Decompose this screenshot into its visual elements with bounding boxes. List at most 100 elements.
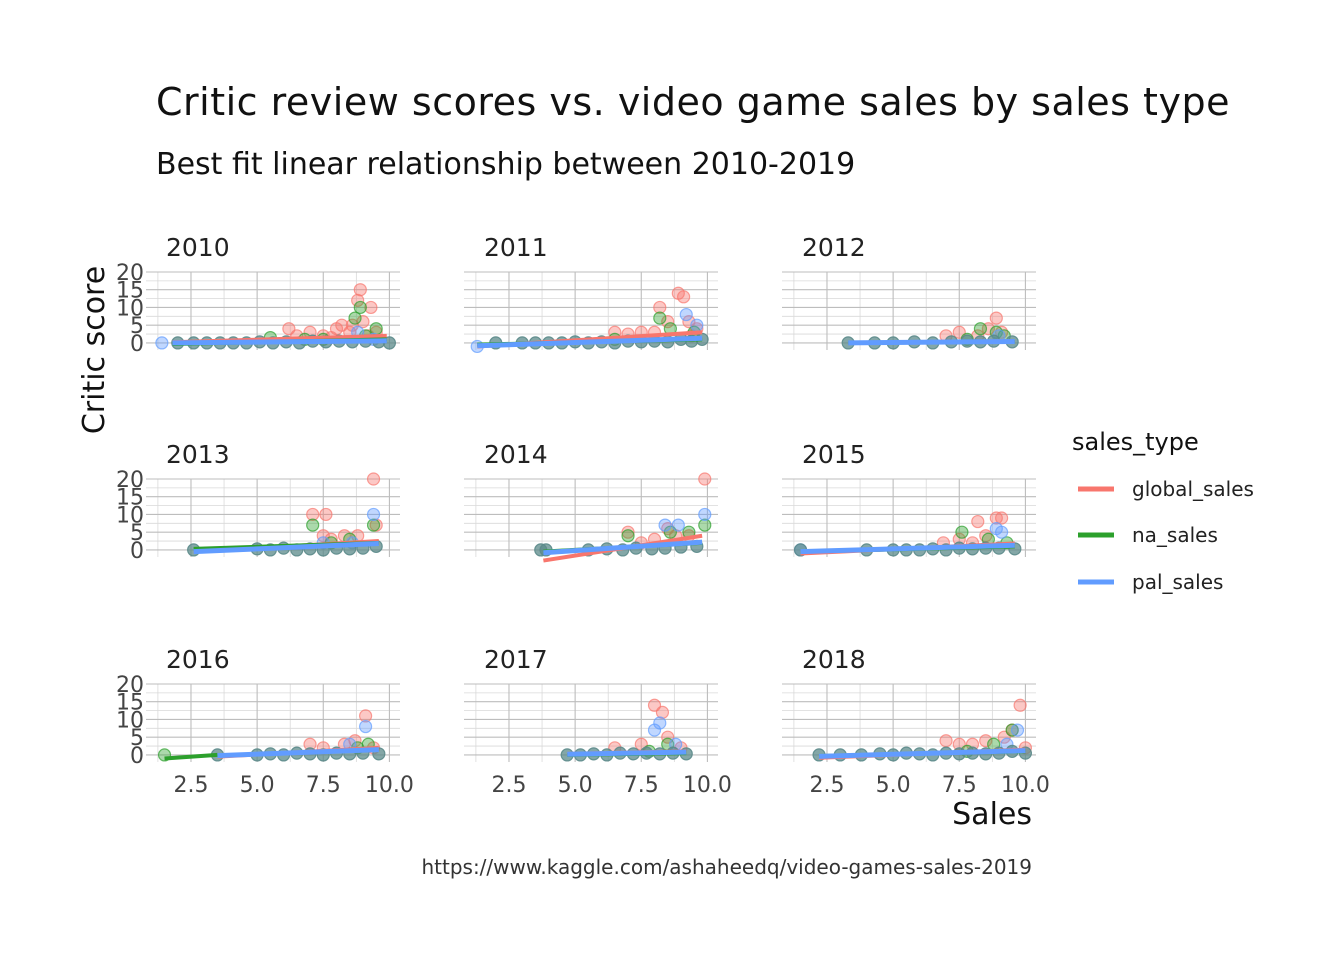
point-pal-sales [658, 518, 672, 532]
point-pal-sales [995, 525, 1009, 539]
point-global-sales [989, 511, 1003, 525]
point-global-sales [971, 514, 985, 529]
y-tick-label: 20 [116, 673, 144, 698]
x-tick-label: 5.0 [558, 773, 593, 798]
point-global-sales [351, 293, 365, 307]
y-tick-label: 0 [130, 332, 144, 357]
point-pal-sales [1010, 723, 1025, 737]
x-tick-label: 2.5 [173, 773, 208, 798]
y-tick-label: 5 [130, 726, 144, 751]
point-pal-sales [698, 507, 712, 522]
point-global-sales [364, 300, 378, 315]
point-global-sales [979, 734, 993, 748]
y-tick-label: 10 [116, 503, 144, 528]
legend-label-na-sales: na_sales [1132, 523, 1218, 547]
point-pal-sales [359, 719, 373, 734]
fit-line-pal-sales [567, 749, 687, 757]
point-global-sales [653, 300, 667, 315]
fit-line-pal-sales [172, 338, 387, 346]
x-tick-label: 2.5 [809, 773, 844, 798]
fit-line-pal-sales [193, 541, 379, 555]
x-axis-title: Sales [952, 797, 1032, 832]
facet-strip-label: 2013 [166, 440, 230, 469]
facet-strip-label: 2011 [484, 233, 548, 262]
x-tick-label: 7.5 [624, 773, 659, 798]
point-pal-sales [690, 318, 704, 332]
x-tick-label: 7.5 [306, 773, 341, 798]
x-tick-label: 10.0 [365, 773, 414, 798]
facet-panel-2018: 2018 2.5 5.0 7.5 10.0 [782, 645, 1050, 798]
legend-title: sales_type [1072, 428, 1199, 456]
x-tick-label: 5.0 [876, 773, 911, 798]
point-global-sales [306, 507, 320, 522]
point-global-sales [677, 290, 691, 304]
fit-line-pal-sales [800, 542, 1015, 555]
point-na-sales [621, 529, 635, 543]
y-tick-label: 0 [130, 744, 144, 769]
y-axis-title: Critic score [77, 266, 112, 434]
y-tick-label: 15 [116, 279, 144, 304]
point-global-sales [319, 507, 333, 522]
fit-line-na-sales [164, 752, 218, 761]
point-global-sales [345, 318, 359, 332]
facet-strip-label: 2014 [484, 440, 548, 469]
legend: sales_type global_sales na_sales pal_sal… [1072, 428, 1254, 594]
point-na-sales [353, 300, 367, 315]
facet-panel-2012: 2012 [782, 233, 1036, 350]
point-na-sales [955, 525, 969, 539]
facet-strip-label: 2012 [802, 233, 866, 262]
x-tick-label: 10.0 [683, 773, 732, 798]
point-global-sales [698, 472, 712, 486]
x-tick-label: 10.0 [1001, 773, 1050, 798]
point-global-sales [939, 734, 953, 748]
point-pal-sales [679, 307, 693, 322]
facet-panel-2017: 2017 2.5 5.0 7.5 10.0 [464, 645, 732, 798]
point-global-sales [353, 283, 367, 297]
y-tick-label: 20 [116, 468, 144, 493]
facet-panel-2015: 2015 [782, 440, 1036, 557]
chart-title: Critic review scores vs. video game sale… [156, 80, 1230, 124]
point-na-sales [653, 311, 667, 325]
point-global-sales [621, 525, 635, 539]
chart-subtitle: Best fit linear relationship between 201… [156, 147, 855, 182]
y-tick-label: 20 [116, 261, 144, 286]
point-na-sales [366, 518, 381, 532]
fit-line-pal-sales [818, 748, 1026, 759]
point-pal-sales [155, 336, 169, 350]
point-na-sales [973, 322, 988, 336]
y-tick-label: 15 [116, 486, 144, 511]
point-na-sales [348, 311, 362, 325]
point-global-sales [366, 472, 381, 486]
point-pal-sales [653, 716, 667, 730]
y-tick-label: 5 [130, 521, 144, 546]
point-global-sales [661, 315, 675, 329]
facet-panel-2014: 2014 [464, 440, 718, 563]
point-na-sales [1005, 723, 1019, 737]
point-global-sales [995, 511, 1009, 525]
x-tick-label: 2.5 [491, 773, 526, 798]
point-na-sales [369, 322, 383, 336]
facet-strip-label: 2016 [166, 645, 230, 674]
fit-line-pal-sales [217, 747, 379, 759]
point-global-sales [655, 705, 670, 719]
fit-line-pal-sales [477, 335, 703, 349]
point-global-sales [1013, 698, 1027, 712]
facet-strip-label: 2017 [484, 645, 548, 674]
legend-label-global-sales: global_sales [1132, 477, 1254, 501]
point-na-sales [698, 518, 712, 532]
point-pal-sales [647, 723, 662, 737]
y-tick-label: 0 [130, 539, 144, 564]
legend-label-pal-sales: pal_sales [1132, 570, 1223, 594]
x-tick-label: 5.0 [240, 773, 275, 798]
facet-panel-2011: 2011 [464, 233, 718, 354]
facet-strip-label: 2010 [166, 233, 230, 262]
y-tick-label: 10 [116, 296, 144, 321]
y-tick-label: 10 [116, 708, 144, 733]
facet-strip-label: 2018 [802, 645, 866, 674]
fit-line-pal-sales [543, 539, 703, 556]
